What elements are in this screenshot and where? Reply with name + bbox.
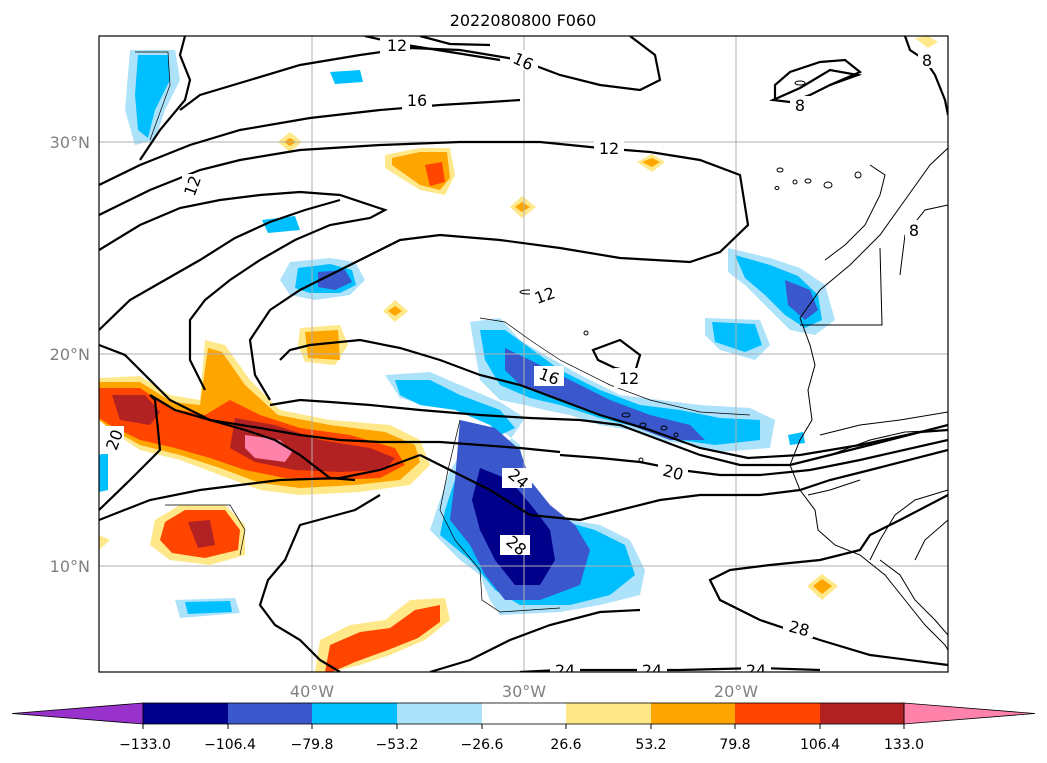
plot-title: 2022080800 F060 [450, 11, 597, 30]
colorbar-tick-label: −106.4 [204, 737, 256, 753]
contour-label: 24 [555, 661, 575, 680]
contour-label: 12 [619, 369, 639, 388]
shading-negative-east1-core [785, 280, 818, 320]
shading-positive-dot2-inner [515, 202, 530, 212]
lon-label: 40°W [290, 682, 334, 701]
shading-positive-dot6 [915, 36, 938, 48]
colorbar-frame [142, 702, 905, 725]
coastlines [519, 80, 948, 651]
colorbar-tick-label: 79.8 [719, 737, 750, 753]
contour-label: 28 [787, 617, 812, 641]
colorbar-segment [735, 703, 820, 724]
lon-label: 20°W [714, 682, 758, 701]
contour-label: 24 [746, 661, 766, 680]
colorbar-segment [11, 702, 144, 725]
colorbar-segment [903, 702, 1036, 725]
shading-positive-cell1-red [188, 520, 215, 548]
contour-label: 8 [922, 51, 932, 70]
colorbar-tick-label: −133.0 [119, 737, 171, 753]
colorbar-segment [312, 703, 397, 724]
colorbar-segment [397, 703, 482, 724]
shading-positive-dot4-inner [642, 158, 660, 167]
contour-labels: 12 16 16 12 12 8 8 8 12 12 16 20 20 [102, 36, 936, 680]
shading-positive-north1-red [425, 162, 445, 186]
contour-label: 12 [387, 36, 407, 55]
gridline-labels: 30°N 20°N 10°N 40°W 30°W 20°W [50, 133, 759, 701]
colorbar-tick-label: 26.6 [550, 737, 581, 753]
shading-outlines [135, 51, 751, 613]
map-border [98, 35, 949, 673]
contour-label: 16 [407, 91, 427, 110]
colorbar-tick-label: −79.8 [291, 737, 334, 753]
colorbar-tick-label: −26.6 [461, 737, 504, 753]
colorbar-segment [482, 703, 566, 724]
colorbar-tick-label: −53.2 [376, 737, 419, 753]
shading-negative-center-core [505, 348, 705, 440]
shading-negative-small1 [330, 70, 363, 84]
contour-lines [99, 36, 948, 672]
shading-negative-small2 [262, 216, 300, 233]
shading-negative-box1-core [318, 270, 352, 290]
shading-negative-south-darkest [472, 468, 555, 585]
map-panel: 12 16 16 12 12 8 8 8 12 12 16 20 20 [99, 36, 948, 680]
shading-negative-west-edge [99, 452, 108, 492]
shading-negative-center-inner [480, 330, 760, 445]
shading-positive-west-pink [245, 435, 292, 462]
shading-positive-dot3-inner [388, 306, 402, 316]
colorbar-segment [820, 703, 904, 724]
colorbar-segment [651, 703, 735, 724]
colorbar-segment [566, 703, 651, 724]
colorbar-tick-label: 53.2 [635, 737, 666, 753]
contour-label: 8 [795, 96, 805, 115]
shading-negative-small3-inner [185, 601, 232, 614]
lat-label: 20°N [50, 345, 90, 364]
shading-positive-south-orange [325, 605, 440, 672]
shading-positive-cell2-orange [305, 330, 340, 360]
contour-label: 20 [661, 461, 686, 485]
colorbar-tick-label: 133.0 [884, 737, 924, 753]
shading-negative-north1-inner [135, 55, 170, 138]
lat-label: 30°N [50, 133, 90, 152]
contour-label: 8 [909, 221, 919, 240]
shading-positive-west-red [112, 395, 160, 425]
lon-label: 30°W [502, 682, 546, 701]
colorbar-segment [143, 703, 228, 724]
shading-positive-dot5-inner [813, 579, 832, 594]
colorbar-tick-label: 106.4 [800, 737, 840, 753]
contour-label: 12 [599, 139, 619, 158]
shading-negative-tiny [788, 432, 805, 445]
shading-positive-west-dot [99, 535, 110, 550]
colorbar-segment [228, 703, 312, 724]
colorbar: −133.0 −106.4 −79.8 −53.2 −26.6 26.6 53.… [11, 702, 1036, 753]
contour-label: 24 [642, 661, 662, 680]
shading-negative-east2-inner [712, 322, 762, 352]
lat-label: 10°N [50, 557, 90, 576]
